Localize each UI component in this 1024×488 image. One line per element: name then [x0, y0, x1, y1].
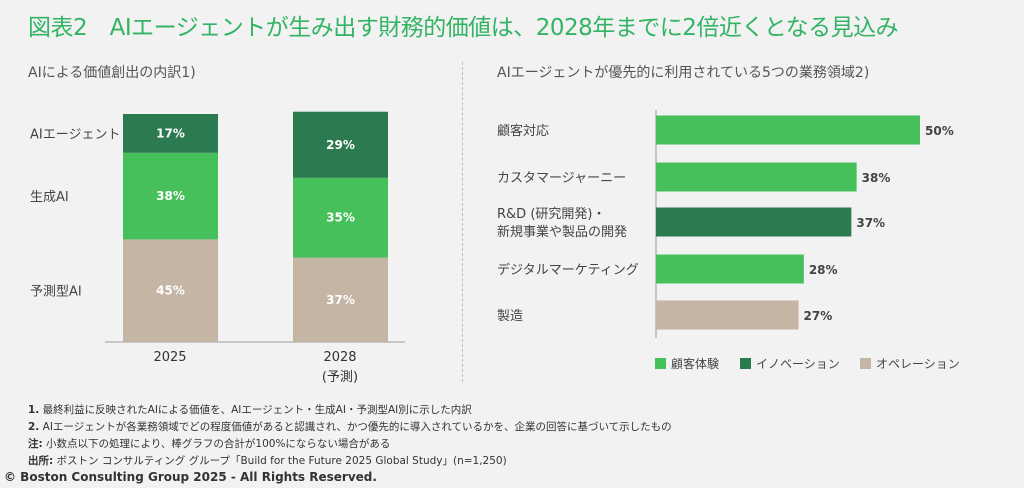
series-label: 予測型AI — [30, 285, 82, 300]
series-label: 生成AI — [30, 190, 69, 205]
footnote-2: 2. AIエージェントが各業務領域でどの程度価値があると認識され、かつ優先的に導… — [28, 421, 672, 433]
x-tick-label: (予測) — [322, 370, 358, 385]
data-label: 37% — [326, 293, 355, 307]
data-label: 50% — [925, 124, 954, 138]
page-title: 図表2 AIエージェントが生み出す財務的価値は、2028年までに2倍近くとなる見… — [28, 15, 899, 41]
series-label: AIエージェント — [30, 127, 120, 142]
left-chart-title: AIによる価値創出の内訳1) — [28, 65, 196, 81]
legend-swatch — [740, 358, 751, 369]
data-label: 38% — [862, 171, 891, 185]
data-label: 38% — [156, 189, 185, 203]
y-tick-label: デジタルマーケティング — [497, 262, 639, 278]
footnote-1: 1. 最終利益に反映されたAIによる価値を、AIエージェント・生成AI・予測型A… — [28, 404, 472, 416]
legend-swatch — [860, 358, 871, 369]
y-tick-label: R&D (研究開発)・ — [497, 207, 605, 222]
bar-segment — [123, 152, 218, 240]
data-label: 37% — [856, 216, 885, 230]
chart-canvas: 45% 38% 17% 37% 35% 29% 2025 2028 (予測) 予測型AI 生成AI A… — [30, 110, 960, 385]
x-tick-label: 2028 — [323, 350, 356, 365]
data-label: 35% — [326, 211, 355, 225]
bar — [656, 207, 852, 237]
bar — [656, 300, 799, 330]
legend-swatch — [655, 358, 666, 369]
legend-label: オペレーション — [876, 357, 960, 371]
bar-segment — [293, 257, 388, 342]
bar-segment — [293, 111, 388, 178]
legend-label: 顧客体験 — [671, 356, 719, 371]
data-label: 27% — [804, 309, 833, 323]
y-tick-label: 顧客対応 — [497, 123, 549, 139]
legend-label: イノベーション — [756, 357, 840, 371]
bar-segment — [293, 177, 388, 258]
x-tick-label: 2025 — [153, 350, 186, 365]
copyright: © Boston Consulting Group 2025 - All Rig… — [4, 470, 377, 484]
bar — [656, 254, 804, 284]
bar — [656, 162, 857, 192]
bar — [656, 115, 920, 145]
footnote-source: 出所: ボストン コンサルティング グループ「Build for the Fut… — [28, 455, 507, 467]
bar-segment — [123, 239, 218, 342]
divider — [462, 62, 463, 382]
data-label: 28% — [809, 263, 838, 277]
data-label: 17% — [156, 126, 185, 140]
right-chart-title: AIエージェントが優先的に利用されている5つの業務領域2) — [497, 65, 870, 81]
data-label: 29% — [326, 138, 355, 152]
y-tick-label: カスタマージャーニー — [497, 171, 626, 186]
footnote-note: 注: 小数点以下の処理により、棒グラフの合計が100%にならない場合がある — [28, 438, 391, 450]
y-tick-label: 製造 — [497, 309, 523, 324]
y-tick-label: 新規事業や製品の開発 — [497, 224, 627, 240]
data-label: 45% — [156, 284, 185, 298]
bar-segment — [123, 114, 218, 153]
